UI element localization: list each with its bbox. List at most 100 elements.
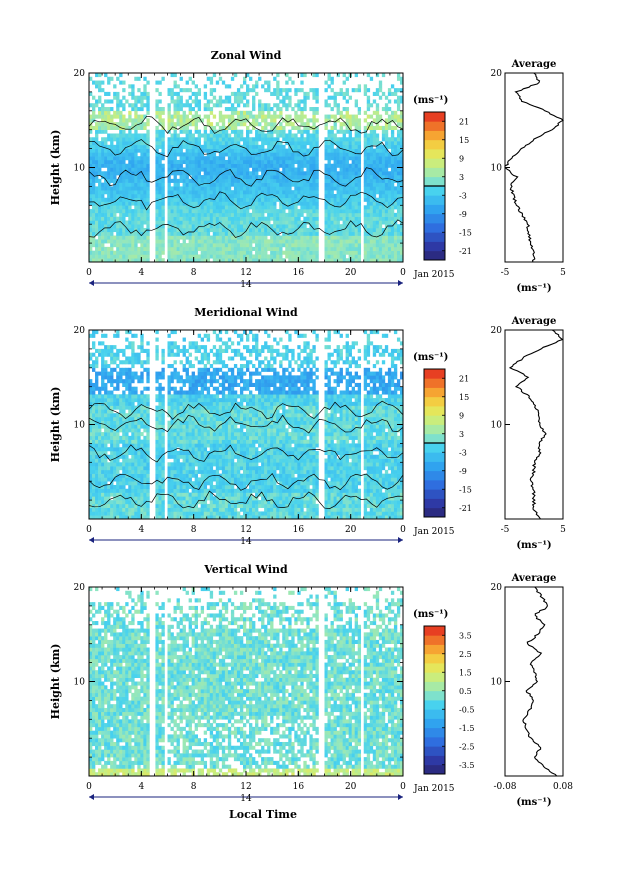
heatmap-cell (375, 156, 380, 161)
heatmap-cell (227, 182, 232, 187)
heatmap-cell (384, 250, 389, 255)
heatmap-cell (276, 500, 280, 505)
heatmap-cell (270, 243, 274, 248)
heatmap-cell (375, 205, 380, 210)
heatmap-cell (212, 515, 217, 520)
heatmap-cell (261, 216, 265, 221)
heatmap-cell (188, 496, 192, 501)
heatmap-cell (137, 88, 141, 93)
heatmap-cell (291, 254, 295, 259)
heatmap-cell (131, 209, 135, 214)
heatmap-cell (324, 496, 328, 501)
heatmap-cell (336, 159, 340, 165)
heatmap-cell (212, 129, 217, 134)
heatmap-cell (387, 496, 392, 501)
heatmap-cell (399, 152, 404, 157)
heatmap-cell (188, 163, 192, 168)
heatmap-cell (390, 125, 395, 130)
heatmap-cell (255, 212, 259, 217)
heatmap-cell (300, 235, 304, 240)
heatmap-cell (188, 503, 192, 508)
heatmap-cell (366, 88, 371, 93)
heatmap-cell (258, 250, 262, 255)
heatmap-cell (134, 159, 138, 165)
heatmap-cell (95, 167, 99, 172)
heatmap-cell (107, 118, 111, 123)
heatmap-cell (140, 118, 144, 123)
heatmap-cell (203, 227, 208, 233)
heatmap-cell (342, 492, 346, 497)
heatmap-cell (366, 193, 371, 199)
heatmap-cell (342, 239, 346, 244)
heatmap-cell (182, 88, 186, 93)
heatmap-cell (239, 156, 244, 161)
heatmap-cell (279, 492, 283, 497)
heatmap-cell (173, 129, 177, 134)
heatmap-cell (351, 156, 355, 161)
heatmap-cell (140, 186, 144, 191)
heatmap-cell (276, 88, 280, 93)
heatmap-cell (369, 488, 374, 493)
heatmap-cell (95, 224, 99, 229)
heatmap-cell (372, 515, 377, 520)
heatmap-cell (249, 503, 253, 508)
heatmap-cell (197, 227, 202, 233)
heatmap-cell (173, 152, 177, 157)
heatmap-cell (390, 175, 395, 180)
heatmap-cell (270, 137, 274, 142)
heatmap-cell (255, 190, 259, 195)
heatmap-cell (128, 190, 132, 195)
heatmap-cell (339, 503, 343, 508)
heatmap-cell (185, 511, 189, 516)
heatmap-cell (242, 163, 247, 168)
heatmap-cell (125, 209, 129, 214)
heatmap-cell (345, 141, 349, 146)
heatmap-cell (276, 152, 280, 157)
heatmap-cell (249, 186, 253, 191)
heatmap-cell (143, 156, 147, 161)
heatmap-cell (113, 133, 117, 138)
heatmap-cell (327, 190, 331, 195)
heatmap-cell (212, 88, 217, 93)
heatmap-cell (303, 178, 307, 183)
heatmap-cell (348, 118, 352, 123)
heatmap-cell (161, 167, 165, 172)
heatmap-cell (390, 235, 395, 240)
heatmap-cell (312, 118, 316, 123)
heatmap-cell (375, 212, 380, 217)
colorbar-band (424, 223, 445, 233)
heatmap-cell (342, 258, 346, 263)
heatmap-cell (104, 190, 108, 195)
heatmap-cell (396, 239, 401, 244)
heatmap-cell (134, 201, 138, 206)
heatmap-cell (236, 175, 241, 180)
profile-y-tick-label: 20 (491, 69, 503, 79)
heatmap-cell (110, 125, 114, 130)
heatmap-cell (137, 190, 141, 195)
heatmap-cell (285, 507, 289, 512)
heatmap-cell (396, 103, 401, 108)
heatmap-cell (200, 118, 205, 123)
heatmap-cell (116, 250, 120, 255)
heatmap-cell (252, 224, 256, 229)
heatmap-cell (327, 156, 331, 161)
heatmap-cell (312, 107, 316, 112)
heatmap-cell (324, 114, 328, 119)
heatmap-cell (104, 171, 108, 176)
heatmap-cell (176, 503, 180, 508)
heatmap-cell (242, 156, 247, 161)
heatmap-cell (116, 224, 120, 229)
heatmap-cell (378, 500, 383, 505)
heatmap-cell (95, 492, 99, 497)
heatmap-cell (128, 227, 132, 233)
heatmap-cell (206, 205, 211, 210)
heatmap-cell (288, 118, 292, 123)
heatmap-cell (327, 254, 331, 259)
heatmap-cell (285, 80, 289, 85)
heatmap-cell (279, 175, 283, 180)
heatmap-cell (134, 141, 138, 146)
heatmap-cell (119, 258, 123, 263)
heatmap-cell (315, 133, 319, 138)
heatmap-cell (303, 231, 307, 236)
heatmap-cell (227, 141, 232, 146)
